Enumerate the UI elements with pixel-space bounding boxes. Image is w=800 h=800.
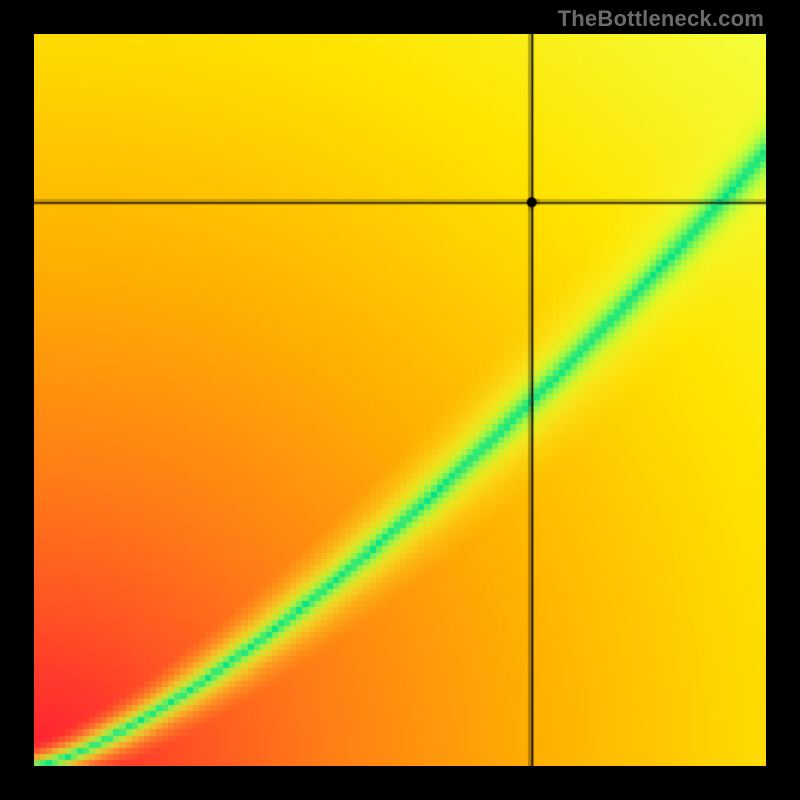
- bottleneck-heatmap: [34, 34, 766, 766]
- watermark-text: TheBottleneck.com: [558, 6, 764, 32]
- chart-container: TheBottleneck.com: [0, 0, 800, 800]
